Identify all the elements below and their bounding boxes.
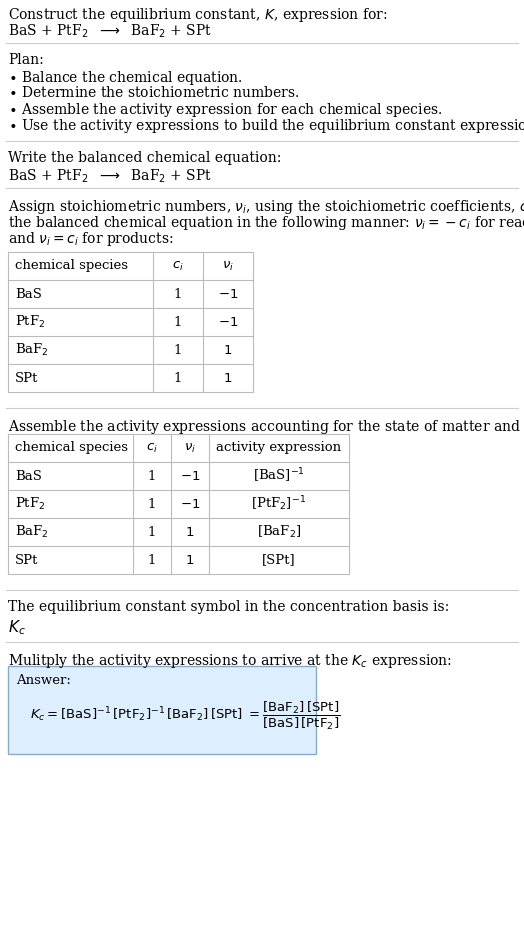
Text: $\bullet$ Balance the chemical equation.: $\bullet$ Balance the chemical equation. — [8, 69, 243, 87]
Text: $-1$: $-1$ — [180, 470, 200, 483]
Bar — [8, 252, 253, 392]
Text: [BaF$_2$]: [BaF$_2$] — [257, 524, 301, 540]
Text: $\nu_i$: $\nu_i$ — [222, 259, 234, 273]
Text: $1$: $1$ — [223, 372, 233, 385]
Text: BaF$_2$: BaF$_2$ — [15, 524, 49, 540]
Text: the balanced chemical equation in the following manner: $\nu_i = -c_i$ for react: the balanced chemical equation in the fo… — [8, 214, 524, 232]
Text: $K_c = \mathrm{[BaS]^{-1}\,[PtF_2]^{-1}\,[BaF_2]\,[SPt]}$ $= \dfrac{\mathrm{[BaF: $K_c = \mathrm{[BaS]^{-1}\,[PtF_2]^{-1}\… — [30, 700, 340, 733]
Text: PtF$_2$: PtF$_2$ — [15, 496, 46, 512]
Text: 1: 1 — [148, 525, 156, 538]
Text: [BaS]$^{-1}$: [BaS]$^{-1}$ — [253, 467, 305, 486]
Text: $c_i$: $c_i$ — [146, 441, 158, 455]
Text: $1$: $1$ — [223, 343, 233, 356]
Text: BaS + PtF$_2$  $\longrightarrow$  BaF$_2$ + SPt: BaS + PtF$_2$ $\longrightarrow$ BaF$_2$ … — [8, 23, 212, 41]
Text: $\nu_i$: $\nu_i$ — [184, 441, 196, 455]
Text: BaS: BaS — [15, 470, 42, 483]
Text: $\bullet$ Assemble the activity expression for each chemical species.: $\bullet$ Assemble the activity expressi… — [8, 101, 442, 119]
Text: 1: 1 — [174, 372, 182, 385]
Text: 1: 1 — [148, 470, 156, 483]
Text: Assign stoichiometric numbers, $\nu_i$, using the stoichiometric coefficients, $: Assign stoichiometric numbers, $\nu_i$, … — [8, 198, 524, 216]
Text: BaS: BaS — [15, 288, 42, 301]
Text: 1: 1 — [174, 316, 182, 328]
Text: Mulitply the activity expressions to arrive at the $K_c$ expression:: Mulitply the activity expressions to arr… — [8, 652, 452, 670]
Text: $-1$: $-1$ — [218, 288, 238, 301]
Text: SPt: SPt — [15, 554, 38, 567]
Text: Assemble the activity expressions accounting for the state of matter and $\nu_i$: Assemble the activity expressions accoun… — [8, 418, 524, 436]
Text: [SPt]: [SPt] — [262, 554, 296, 567]
Text: $\bullet$ Use the activity expressions to build the equilibrium constant express: $\bullet$ Use the activity expressions t… — [8, 117, 524, 135]
Text: $c_i$: $c_i$ — [172, 259, 184, 273]
Text: Write the balanced chemical equation:: Write the balanced chemical equation: — [8, 151, 281, 165]
Text: PtF$_2$: PtF$_2$ — [15, 314, 46, 330]
Text: chemical species: chemical species — [15, 441, 128, 455]
Text: $1$: $1$ — [185, 554, 194, 567]
Text: BaS + PtF$_2$  $\longrightarrow$  BaF$_2$ + SPt: BaS + PtF$_2$ $\longrightarrow$ BaF$_2$ … — [8, 168, 212, 186]
Text: 1: 1 — [174, 288, 182, 301]
Bar — [8, 434, 349, 574]
Text: Construct the equilibrium constant, $K$, expression for:: Construct the equilibrium constant, $K$,… — [8, 6, 388, 24]
Text: chemical species: chemical species — [15, 259, 128, 273]
Text: BaF$_2$: BaF$_2$ — [15, 342, 49, 358]
Text: SPt: SPt — [15, 372, 38, 385]
Text: 1: 1 — [174, 343, 182, 356]
Text: $1$: $1$ — [185, 525, 194, 538]
Text: 1: 1 — [148, 554, 156, 567]
Text: activity expression: activity expression — [216, 441, 342, 455]
Text: [PtF$_2$]$^{-1}$: [PtF$_2$]$^{-1}$ — [252, 495, 307, 513]
Text: $K_c$: $K_c$ — [8, 618, 26, 637]
Text: 1: 1 — [148, 498, 156, 510]
Text: $\bullet$ Determine the stoichiometric numbers.: $\bullet$ Determine the stoichiometric n… — [8, 85, 299, 100]
Text: The equilibrium constant symbol in the concentration basis is:: The equilibrium constant symbol in the c… — [8, 600, 449, 614]
Text: $-1$: $-1$ — [218, 316, 238, 328]
Text: Plan:: Plan: — [8, 53, 43, 67]
Text: and $\nu_i = c_i$ for products:: and $\nu_i = c_i$ for products: — [8, 230, 173, 248]
FancyBboxPatch shape — [8, 666, 316, 754]
Text: Answer:: Answer: — [16, 674, 71, 687]
Text: $-1$: $-1$ — [180, 498, 200, 510]
